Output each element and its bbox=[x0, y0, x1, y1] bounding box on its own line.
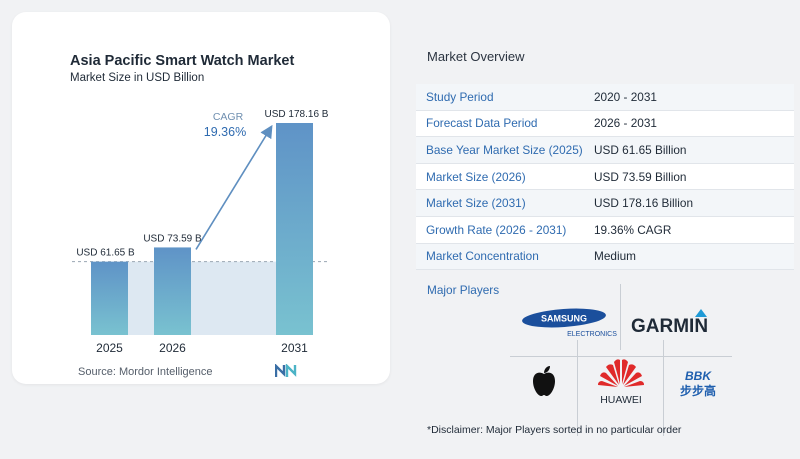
row-key: Base Year Market Size (2025) bbox=[426, 142, 583, 157]
grid-divider bbox=[663, 340, 664, 436]
row-value: 2020 - 2031 bbox=[594, 89, 657, 104]
huawei-logo: HUAWEI bbox=[598, 359, 644, 406]
row-value: USD 73.59 Billion bbox=[594, 169, 687, 184]
row-value: USD 61.65 Billion bbox=[594, 142, 687, 157]
samsung-logo-text: SAMSUNG bbox=[541, 314, 587, 324]
table-row: Market Size (2026) USD 73.59 Billion bbox=[416, 163, 794, 191]
row-value: Medium bbox=[594, 249, 636, 264]
bbk-logo-chinese: 步步高 bbox=[680, 383, 716, 398]
x-tick-label: 2025 bbox=[96, 341, 123, 355]
x-tick-label: 2026 bbox=[159, 341, 186, 355]
major-players-title: Major Players bbox=[427, 283, 500, 297]
table-row: Forecast Data Period 2026 - 2031 bbox=[416, 110, 794, 138]
samsung-logo-subtext: ELECTRONICS bbox=[567, 331, 617, 338]
bar bbox=[154, 247, 191, 335]
row-key: Market Concentration bbox=[426, 249, 539, 264]
huawei-logo-text: HUAWEI bbox=[600, 394, 642, 406]
bar-value-label: USD 61.65 B bbox=[76, 248, 135, 259]
x-tick-label: 2031 bbox=[281, 341, 308, 355]
cagr-value: 19.36% bbox=[204, 125, 246, 139]
table-row: Market Size (2031) USD 178.16 Billion bbox=[416, 190, 794, 217]
row-key: Market Size (2031) bbox=[426, 196, 526, 211]
baseline-band bbox=[128, 261, 276, 335]
row-key: Study Period bbox=[426, 89, 494, 104]
players-logo-grid: SAMSUNG ELECTRONICS GARMIN HUAWEI BBK 步步… bbox=[510, 284, 732, 436]
bar-value-label: USD 73.59 B bbox=[143, 233, 202, 244]
bar bbox=[276, 123, 313, 335]
grid-divider bbox=[620, 284, 621, 350]
source-text: Source: Mordor Intelligence bbox=[78, 366, 213, 378]
grid-divider bbox=[510, 356, 732, 357]
table-row: Growth Rate (2026 - 2031) 19.36% CAGR bbox=[416, 216, 794, 244]
cagr-arrow bbox=[195, 124, 273, 250]
samsung-logo: SAMSUNG ELECTRONICS bbox=[522, 308, 617, 338]
chart-subtitle: Market Size in USD Billion bbox=[70, 72, 205, 84]
apple-logo-icon bbox=[533, 366, 555, 396]
cagr-label: CAGR bbox=[213, 111, 244, 123]
bbk-logo: BBK 步步高 bbox=[680, 369, 716, 398]
overview-table: Study Period 2020 - 2031 Forecast Data Pe… bbox=[416, 84, 794, 271]
table-row: Base Year Market Size (2025) USD 61.65 Bi… bbox=[416, 137, 794, 164]
bar-chart: USD 61.65 B 2025 USD 73.59 B 2026 USD 178.16… bbox=[72, 109, 329, 355]
table-row: Market Concentration Medium bbox=[416, 243, 794, 271]
overview-title: Market Overview bbox=[427, 49, 525, 64]
row-value: USD 178.16 Billion bbox=[594, 196, 694, 211]
table-row: Study Period 2020 - 2031 bbox=[416, 84, 794, 111]
row-key: Market Size (2026) bbox=[426, 169, 526, 184]
bar-value-label: USD 178.16 B bbox=[265, 109, 329, 120]
row-value: 19.36% CAGR bbox=[594, 222, 672, 237]
disclaimer-text: *Disclaimer: Major Players sorted in no … bbox=[427, 424, 682, 436]
grid-divider bbox=[577, 340, 578, 436]
garmin-logo-text: GARMIN bbox=[631, 316, 708, 336]
bbk-logo-text: BBK bbox=[685, 369, 712, 383]
row-key: Forecast Data Period bbox=[426, 116, 538, 131]
bar bbox=[91, 261, 128, 335]
row-key: Growth Rate (2026 - 2031) bbox=[426, 222, 567, 237]
chart-title: Asia Pacific Smart Watch Market bbox=[70, 53, 295, 69]
garmin-logo: GARMIN bbox=[631, 309, 708, 336]
mordor-logo-icon bbox=[275, 364, 297, 377]
row-value: 2026 - 2031 bbox=[594, 116, 657, 131]
